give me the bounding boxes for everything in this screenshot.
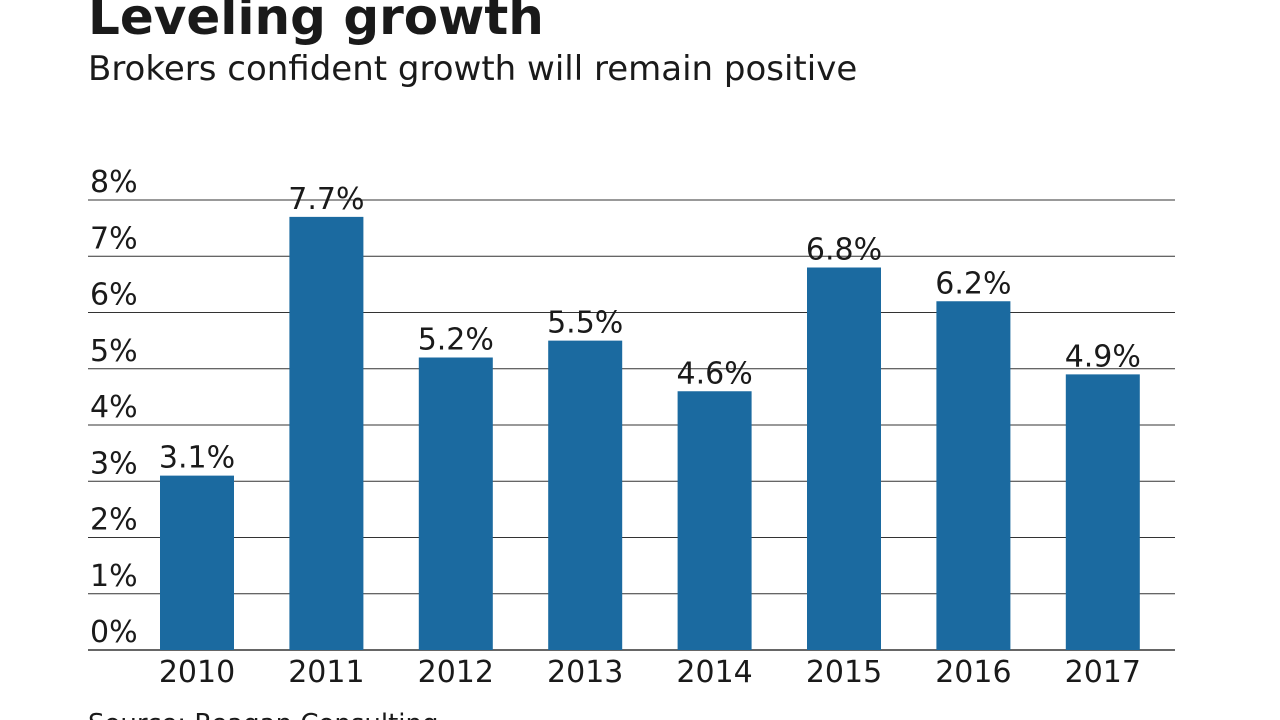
value-label: 4.6% <box>676 356 752 391</box>
x-tick-label: 2013 <box>547 655 623 690</box>
y-tick-label: 0% <box>90 615 138 650</box>
value-label: 6.8% <box>806 233 882 268</box>
y-tick-label: 5% <box>90 334 138 369</box>
bar <box>548 340 623 650</box>
x-tick-label: 2011 <box>288 655 364 690</box>
y-tick-label: 3% <box>90 446 138 481</box>
x-tick-label: 2010 <box>159 655 235 690</box>
bar <box>418 357 493 650</box>
bar <box>677 391 752 650</box>
value-label: 7.7% <box>288 182 364 217</box>
x-tick-label: 2012 <box>418 655 494 690</box>
x-tick-label: 2017 <box>1065 655 1141 690</box>
bar <box>936 301 1011 650</box>
bar <box>289 216 364 650</box>
bar <box>1065 374 1140 650</box>
bar <box>160 475 234 650</box>
y-tick-label: 7% <box>90 221 138 256</box>
chart-title: Leveling growth <box>88 0 544 46</box>
y-tick-label: 4% <box>90 390 138 425</box>
x-tick-label: 2015 <box>806 655 882 690</box>
x-tick-label: 2016 <box>935 655 1011 690</box>
value-label: 5.5% <box>547 306 623 341</box>
y-tick-label: 2% <box>90 503 138 538</box>
value-label: 5.2% <box>418 323 494 358</box>
y-tick-label: 6% <box>90 278 138 313</box>
value-label: 6.2% <box>935 266 1011 301</box>
source-note: Source: Reagan Consulting <box>88 709 439 720</box>
chart-subtitle: Brokers confident growth will remain pos… <box>88 49 857 89</box>
bar <box>807 267 881 650</box>
value-label: 3.1% <box>159 441 235 476</box>
y-tick-label: 8% <box>90 165 138 200</box>
x-tick-label: 2014 <box>676 655 752 690</box>
value-label: 4.9% <box>1065 339 1141 374</box>
y-tick-label: 1% <box>90 559 138 594</box>
